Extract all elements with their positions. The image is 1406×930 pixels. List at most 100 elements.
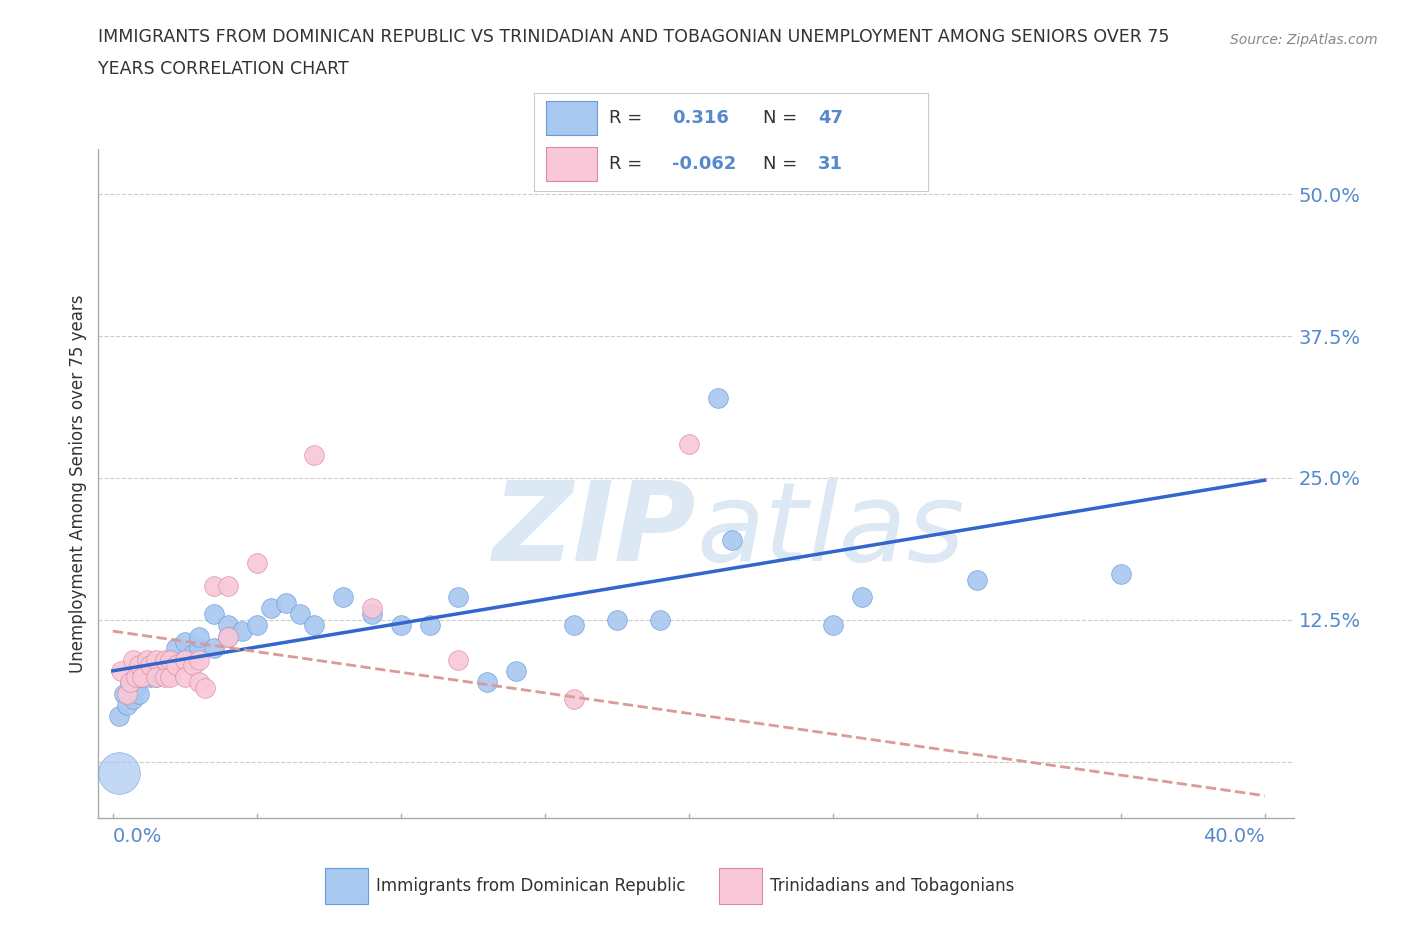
Text: 31: 31	[818, 154, 842, 173]
Point	[112, 686, 135, 701]
Point	[202, 578, 225, 593]
Point	[562, 618, 585, 633]
Point	[128, 658, 150, 672]
Point	[115, 698, 138, 712]
Text: R =: R =	[609, 109, 643, 126]
Point	[145, 652, 167, 667]
Point	[139, 658, 162, 672]
Point	[153, 669, 176, 684]
Point	[562, 692, 585, 707]
Point	[606, 612, 628, 627]
Point	[131, 669, 153, 684]
Point	[447, 590, 470, 604]
Point	[128, 686, 150, 701]
Point	[678, 436, 700, 451]
Point	[332, 590, 354, 604]
Y-axis label: Unemployment Among Seniors over 75 years: Unemployment Among Seniors over 75 years	[69, 295, 87, 672]
Point	[173, 635, 195, 650]
Point	[145, 669, 167, 684]
Point	[217, 630, 239, 644]
FancyBboxPatch shape	[718, 868, 762, 904]
Text: 0.316: 0.316	[672, 109, 728, 126]
Point	[173, 652, 195, 667]
Point	[1109, 567, 1132, 582]
Point	[447, 652, 470, 667]
Point	[183, 658, 205, 672]
Point	[122, 652, 145, 667]
Point	[165, 641, 187, 656]
Text: atlas: atlas	[696, 477, 965, 584]
Point	[260, 601, 283, 616]
Point	[217, 630, 239, 644]
Point	[361, 606, 384, 621]
Text: ZIP: ZIP	[492, 477, 696, 584]
Point	[125, 669, 148, 684]
Point	[231, 624, 253, 639]
Point	[159, 663, 181, 678]
Point	[125, 681, 148, 696]
Text: N =: N =	[762, 154, 797, 173]
Point	[139, 669, 162, 684]
Point	[159, 652, 181, 667]
Point	[131, 669, 153, 684]
Point	[115, 686, 138, 701]
Point	[288, 606, 311, 621]
Point	[165, 658, 187, 672]
Point	[107, 765, 129, 780]
Point	[648, 612, 671, 627]
Point	[246, 618, 269, 633]
Point	[217, 618, 239, 633]
Point	[122, 692, 145, 707]
Point	[304, 618, 326, 633]
Point	[304, 447, 326, 462]
Point	[505, 663, 527, 678]
Point	[120, 675, 142, 690]
Text: IMMIGRANTS FROM DOMINICAN REPUBLIC VS TRINIDADIAN AND TOBAGONIAN UNEMPLOYMENT AM: IMMIGRANTS FROM DOMINICAN REPUBLIC VS TR…	[98, 28, 1170, 46]
Text: R =: R =	[609, 154, 643, 173]
Text: Trinidadians and Tobagonians: Trinidadians and Tobagonians	[770, 877, 1014, 895]
Point	[159, 652, 181, 667]
Point	[821, 618, 844, 633]
Text: -0.062: -0.062	[672, 154, 737, 173]
Point	[188, 675, 211, 690]
Text: 47: 47	[818, 109, 842, 126]
Point	[173, 652, 195, 667]
Point	[188, 652, 211, 667]
Point	[145, 669, 167, 684]
Point	[107, 709, 129, 724]
Point	[389, 618, 412, 633]
Point	[120, 675, 142, 690]
Point	[145, 663, 167, 678]
Text: Immigrants from Dominican Republic: Immigrants from Dominican Republic	[377, 877, 686, 895]
FancyBboxPatch shape	[546, 147, 598, 180]
Text: N =: N =	[762, 109, 797, 126]
Point	[246, 555, 269, 570]
Point	[173, 669, 195, 684]
Text: 40.0%: 40.0%	[1204, 828, 1265, 846]
Point	[202, 641, 225, 656]
Point	[153, 658, 176, 672]
Point	[136, 652, 159, 667]
Point	[194, 681, 217, 696]
Point	[274, 595, 297, 610]
Point	[159, 669, 181, 684]
Point	[721, 533, 744, 548]
Point	[851, 590, 873, 604]
Point	[361, 601, 384, 616]
Point	[706, 391, 728, 405]
FancyBboxPatch shape	[325, 868, 368, 904]
Text: 0.0%: 0.0%	[112, 828, 162, 846]
Point	[419, 618, 441, 633]
Point	[188, 630, 211, 644]
Text: Source: ZipAtlas.com: Source: ZipAtlas.com	[1230, 33, 1378, 46]
Point	[477, 675, 499, 690]
Point	[153, 652, 176, 667]
Point	[202, 606, 225, 621]
Point	[183, 646, 205, 661]
Point	[188, 641, 211, 656]
Text: YEARS CORRELATION CHART: YEARS CORRELATION CHART	[98, 60, 349, 78]
Point	[217, 578, 239, 593]
Point	[966, 573, 988, 588]
Point	[136, 663, 159, 678]
Point	[110, 663, 132, 678]
